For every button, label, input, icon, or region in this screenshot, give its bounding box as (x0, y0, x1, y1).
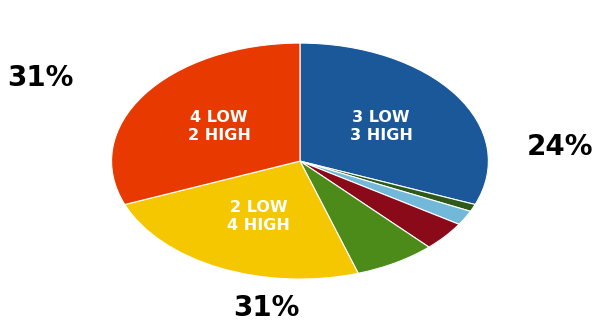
Wedge shape (300, 161, 429, 273)
Text: 24%: 24% (527, 133, 593, 161)
Text: 31%: 31% (233, 294, 299, 322)
Wedge shape (125, 161, 358, 279)
Wedge shape (300, 161, 470, 224)
Wedge shape (300, 161, 475, 211)
Wedge shape (300, 43, 488, 204)
Wedge shape (112, 43, 300, 204)
Text: 4 LOW
2 HIGH: 4 LOW 2 HIGH (188, 110, 250, 143)
Text: 2 LOW
4 HIGH: 2 LOW 4 HIGH (227, 200, 290, 233)
Wedge shape (300, 161, 459, 247)
Text: 31%: 31% (7, 64, 73, 92)
Text: 3 LOW
3 HIGH: 3 LOW 3 HIGH (350, 110, 412, 143)
